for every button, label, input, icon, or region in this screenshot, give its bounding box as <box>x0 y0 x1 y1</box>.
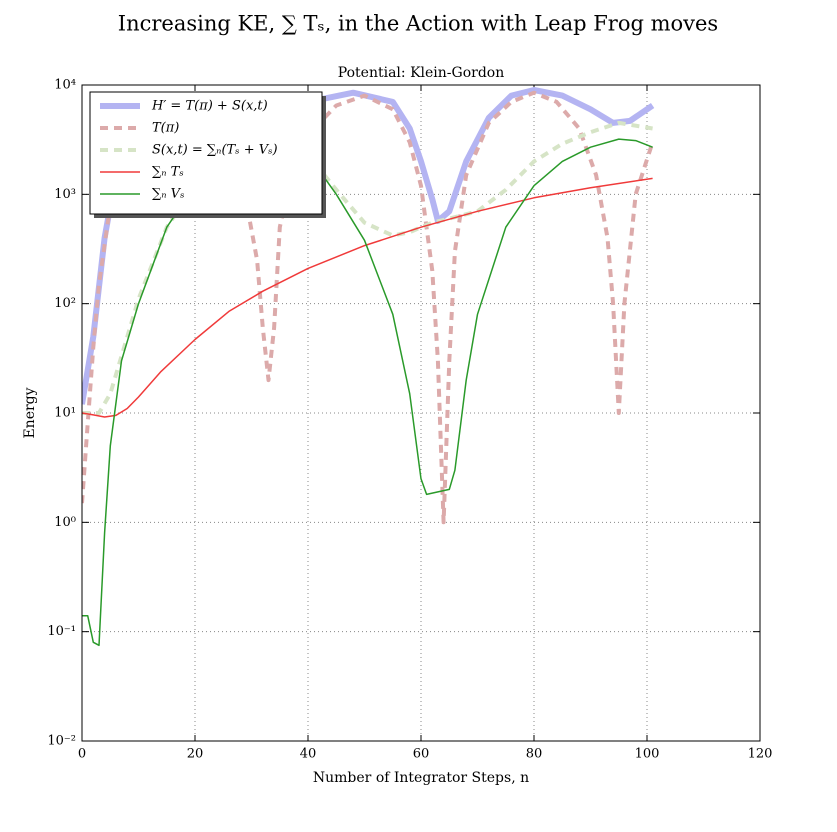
y-tick-label: 10² <box>54 296 76 311</box>
data-line <box>82 127 653 647</box>
legend-label: S(x,t) = ∑ₙ(Tₛ + Vₛ) <box>152 143 278 158</box>
x-tick-label: 120 <box>748 747 773 762</box>
x-tick-label: 20 <box>187 747 204 762</box>
x-axis-label: Number of Integrator Steps, n <box>313 770 529 786</box>
chart-subtitle: Potential: Klein-Gordon <box>338 65 504 81</box>
y-axis-label: Energy <box>22 387 38 438</box>
plot-frame <box>81 84 761 742</box>
data-line <box>82 177 653 418</box>
legend-label: T(π) <box>152 121 179 136</box>
x-tick-label: 80 <box>526 747 543 762</box>
x-tick-label: 0 <box>78 747 86 762</box>
y-tick-label: 10⁴ <box>54 78 76 93</box>
x-tick-label: 60 <box>413 747 430 762</box>
legend-label: ∑ₙ Tₛ <box>152 165 184 180</box>
y-tick-label: 10⁻¹ <box>47 624 76 639</box>
y-tick-label: 10³ <box>54 187 76 202</box>
y-tick-label: 10¹ <box>54 406 76 421</box>
legend-box <box>89 91 323 215</box>
chart-title: Increasing KE, ∑ Tₛ, in the Action with … <box>118 12 718 36</box>
legend-label: H′ = T(π) + S(x,t) <box>151 99 268 114</box>
legend-label: ∑ₙ Vₛ <box>152 187 184 202</box>
y-tick-label: 10⁰ <box>54 515 76 530</box>
x-tick-label: 40 <box>300 747 317 762</box>
y-tick-label: 10⁻² <box>47 734 76 749</box>
x-tick-label: 100 <box>635 747 660 762</box>
